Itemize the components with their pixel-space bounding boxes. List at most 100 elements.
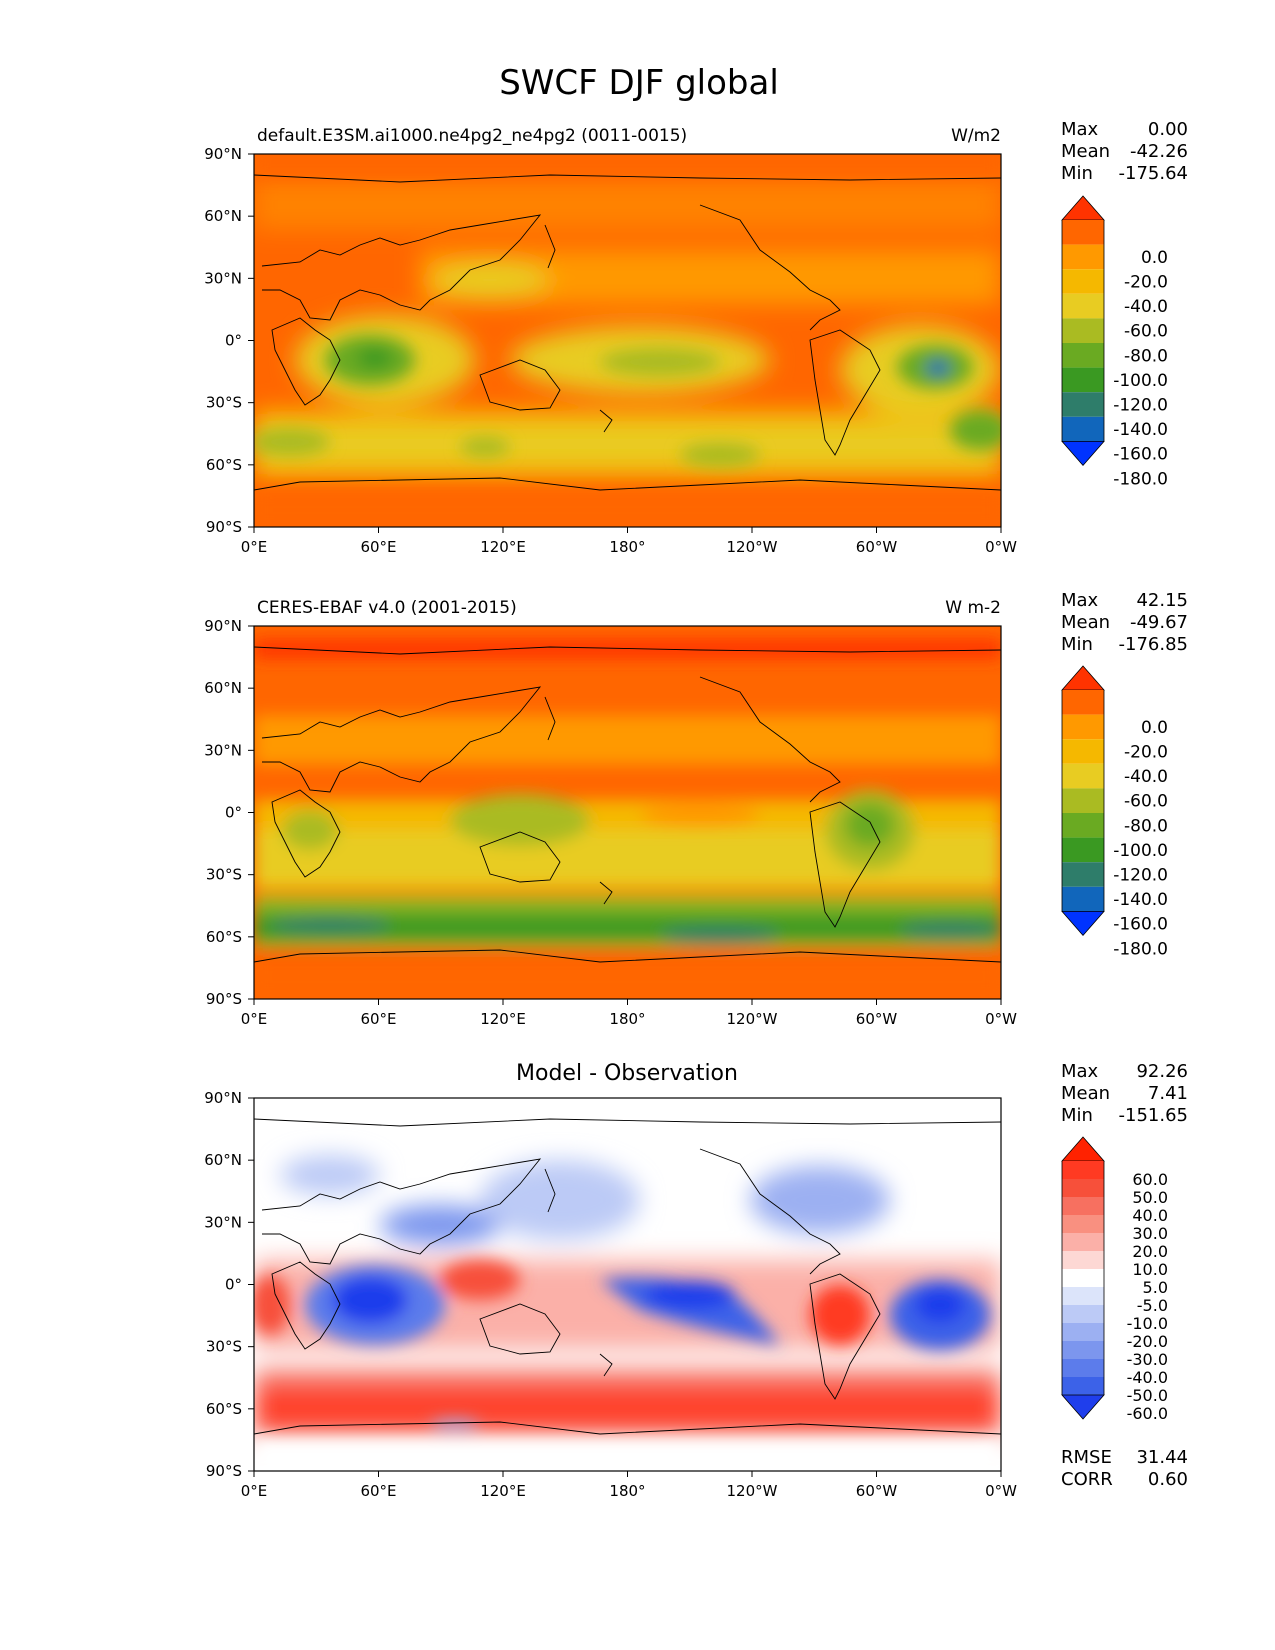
obs-min-label: Min	[1061, 634, 1093, 655]
colorbar-block	[1062, 837, 1104, 863]
colorbar-label: -100.0	[1113, 371, 1168, 391]
lon-tick-label: 60°E	[360, 1482, 396, 1500]
panel-model-units: W/m2	[951, 126, 1001, 146]
lon-tick-label: 120°W	[727, 538, 778, 556]
panel-obs: CERES-EBAF v4.0 (2001-2015) W m-2	[204, 590, 1188, 1028]
model-so-green1	[254, 428, 330, 456]
panel-diff-map	[254, 1098, 1001, 1471]
colorbar-block	[1062, 1341, 1104, 1359]
obs-min-value: -176.85	[1119, 634, 1188, 655]
lat-tick-label: 30°S	[206, 1338, 242, 1356]
obs-maritime	[450, 794, 590, 846]
colorbar-label: -40.0	[1127, 1368, 1168, 1387]
lon-tick-label: 120°E	[480, 538, 526, 556]
obs-so-teal2	[660, 927, 780, 943]
model-coastlines	[254, 174, 1001, 491]
colorbar-block	[1062, 763, 1104, 789]
panel-obs-map	[254, 626, 1001, 999]
panel-obs-stats: Max 42.15 Mean -49.67 Min -176.85	[1061, 590, 1188, 655]
lat-tick-label: 60°N	[204, 1151, 242, 1169]
colorbar-block	[1062, 343, 1104, 368]
colorbar-outline	[1061, 220, 1105, 442]
colorbar-block	[1062, 1323, 1104, 1341]
model-min-label: Min	[1061, 163, 1093, 184]
diff-pos-band-so-core	[254, 1390, 1001, 1425]
lon-tick-label: 0°E	[241, 1010, 268, 1028]
corr-label: CORR	[1061, 1469, 1113, 1490]
lon-tick-label: 0°W	[985, 538, 1017, 556]
colorbar-block	[1062, 1233, 1104, 1251]
colorbar-label: -160.0	[1113, 445, 1168, 465]
model-arctic	[254, 154, 1001, 176]
lon-tick-label: 120°E	[480, 1010, 526, 1028]
diff-max-value: 92.26	[1136, 1061, 1188, 1082]
lat-tick-label: 60°N	[204, 207, 242, 225]
colorbar-label: -40.0	[1124, 297, 1168, 317]
lon-tick-label: 180°	[609, 538, 645, 556]
corr-value: 0.60	[1148, 1469, 1188, 1490]
model-so-green2	[950, 410, 1001, 450]
colorbar-block	[1062, 886, 1104, 912]
lon-tick-label: 60°E	[360, 538, 396, 556]
lat-tick-label: 90°N	[204, 617, 242, 635]
lat-tick-label: 90°S	[206, 518, 242, 536]
colorbar-label: -100.0	[1113, 841, 1168, 861]
colorbar-block	[1062, 1269, 1104, 1287]
obs-subtrop-n	[254, 715, 1001, 765]
obs-antarctic-edge	[254, 948, 1001, 954]
colorbar-outline	[1061, 1161, 1105, 1395]
colorbar-extend-bottom	[1061, 1394, 1105, 1420]
diff-neg-asia	[380, 1205, 500, 1245]
figure-title: SWCF DJF global	[499, 63, 779, 103]
lon-tick-label: 60°E	[360, 1010, 396, 1028]
colorbar-block	[1062, 1179, 1104, 1197]
obs-mean-value: -49.67	[1130, 612, 1188, 633]
colorbar-block	[1062, 739, 1104, 764]
colorbar-extend-bottom	[1061, 441, 1105, 467]
colorbar-label: -120.0	[1113, 396, 1168, 416]
model-pacific-green	[600, 348, 720, 376]
lat-tick-label: 0°	[225, 332, 242, 350]
diff-mean-label: Mean	[1061, 1083, 1110, 1104]
lon-tick-label: 0°W	[985, 1482, 1017, 1500]
diff-pos-maritime	[440, 1260, 520, 1300]
model-so-green4	[680, 443, 760, 467]
rmse-value: 31.44	[1136, 1447, 1188, 1468]
obs-max-value: 42.15	[1136, 590, 1188, 611]
lat-tick-label: 0°	[225, 1276, 242, 1294]
panel-model-ticks: 0°E 60°E 120°E 180° 120°W 60°W 0°W 90°N 60°N 30°N…	[204, 145, 1017, 556]
model-antarctic	[254, 490, 1001, 527]
panel-model-map	[254, 154, 1001, 527]
colorbar-block	[1062, 1287, 1104, 1305]
panel-diff-colorbar: 60.050.040.030.020.010.05.0-5.0-10.0-20.…	[1061, 1136, 1168, 1423]
colorbar-block	[1062, 293, 1104, 319]
colorbar-block	[1062, 1197, 1104, 1215]
colorbar-label: 10.0	[1132, 1260, 1168, 1279]
panel-model: default.E3SM.ai1000.ne4pg2_ne4pg2 (0011-…	[204, 119, 1188, 556]
colorbar-block	[1062, 1215, 1104, 1233]
obs-antarctic	[254, 955, 1001, 999]
diff-neg-atlantic-core	[915, 1287, 965, 1323]
diff-neg-eurasia	[280, 1155, 380, 1195]
colorbar-block	[1062, 1305, 1104, 1323]
colorbar-label: 40.0	[1132, 1206, 1168, 1225]
model-so-green3	[460, 437, 510, 457]
model-east-asia	[430, 262, 550, 298]
lat-tick-label: 90°S	[206, 1462, 242, 1480]
colorbar-label: -80.0	[1124, 346, 1168, 366]
model-indian-peak	[357, 348, 393, 368]
diff-pos-africa	[254, 1275, 290, 1335]
diff-neg-antarctic	[430, 1420, 480, 1430]
colorbar-block	[1062, 1251, 1104, 1269]
diff-min-value: -151.65	[1119, 1105, 1188, 1126]
lat-tick-label: 90°N	[204, 1089, 242, 1107]
obs-max-label: Max	[1061, 590, 1099, 611]
colorbar-block	[1062, 244, 1104, 270]
colorbar-label: 60.0	[1132, 1170, 1168, 1189]
colorbar-label: -5.0	[1137, 1296, 1168, 1315]
panel-diff-stats: Max 92.26 Mean 7.41 Min -151.65	[1061, 1061, 1188, 1126]
diff-neg-pacific-arc	[600, 1277, 780, 1345]
obs-so-band3	[254, 918, 1001, 938]
model-min-value: -175.64	[1119, 163, 1188, 184]
